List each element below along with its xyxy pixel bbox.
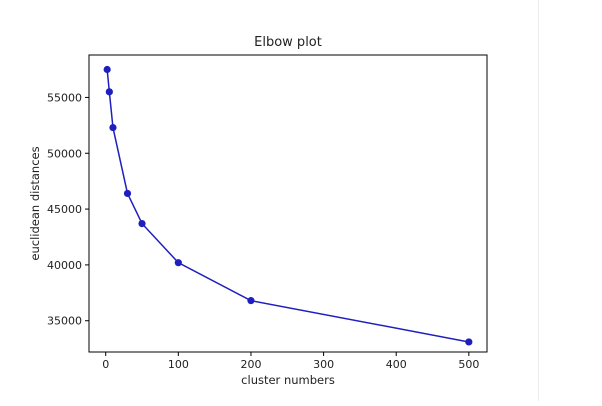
x-axis: 0 100 200 300 400 500 [102, 352, 479, 371]
figure-edge [538, 0, 539, 401]
y-axis: 35000 40000 45000 50000 55000 [47, 91, 89, 328]
y-tick-label: 40000 [47, 259, 82, 272]
series-layer [103, 65, 473, 346]
data-point [247, 297, 255, 305]
chart-title: Elbow plot [254, 35, 322, 50]
x-tick-label: 300 [313, 358, 334, 371]
y-tick-label: 45000 [47, 203, 82, 216]
y-tick-label: 35000 [47, 315, 82, 328]
x-axis-label: cluster numbers [241, 373, 335, 387]
x-tick-label: 500 [458, 358, 479, 371]
data-point [465, 338, 473, 346]
data-point [105, 88, 113, 96]
plot-area [88, 54, 488, 353]
x-tick-label: 100 [168, 358, 189, 371]
y-tick-label: 55000 [47, 91, 82, 104]
y-tick-label: 50000 [47, 147, 82, 160]
data-point [103, 65, 111, 74]
data-point [138, 219, 146, 228]
x-tick-label: 400 [386, 358, 407, 371]
y-axis-label: euclidean distances [28, 146, 42, 260]
series-line [106, 69, 469, 343]
x-tick-label: 200 [240, 358, 261, 371]
data-point [123, 189, 132, 198]
x-tick-label: 0 [102, 358, 109, 371]
data-point [174, 259, 182, 267]
data-point [109, 123, 117, 132]
